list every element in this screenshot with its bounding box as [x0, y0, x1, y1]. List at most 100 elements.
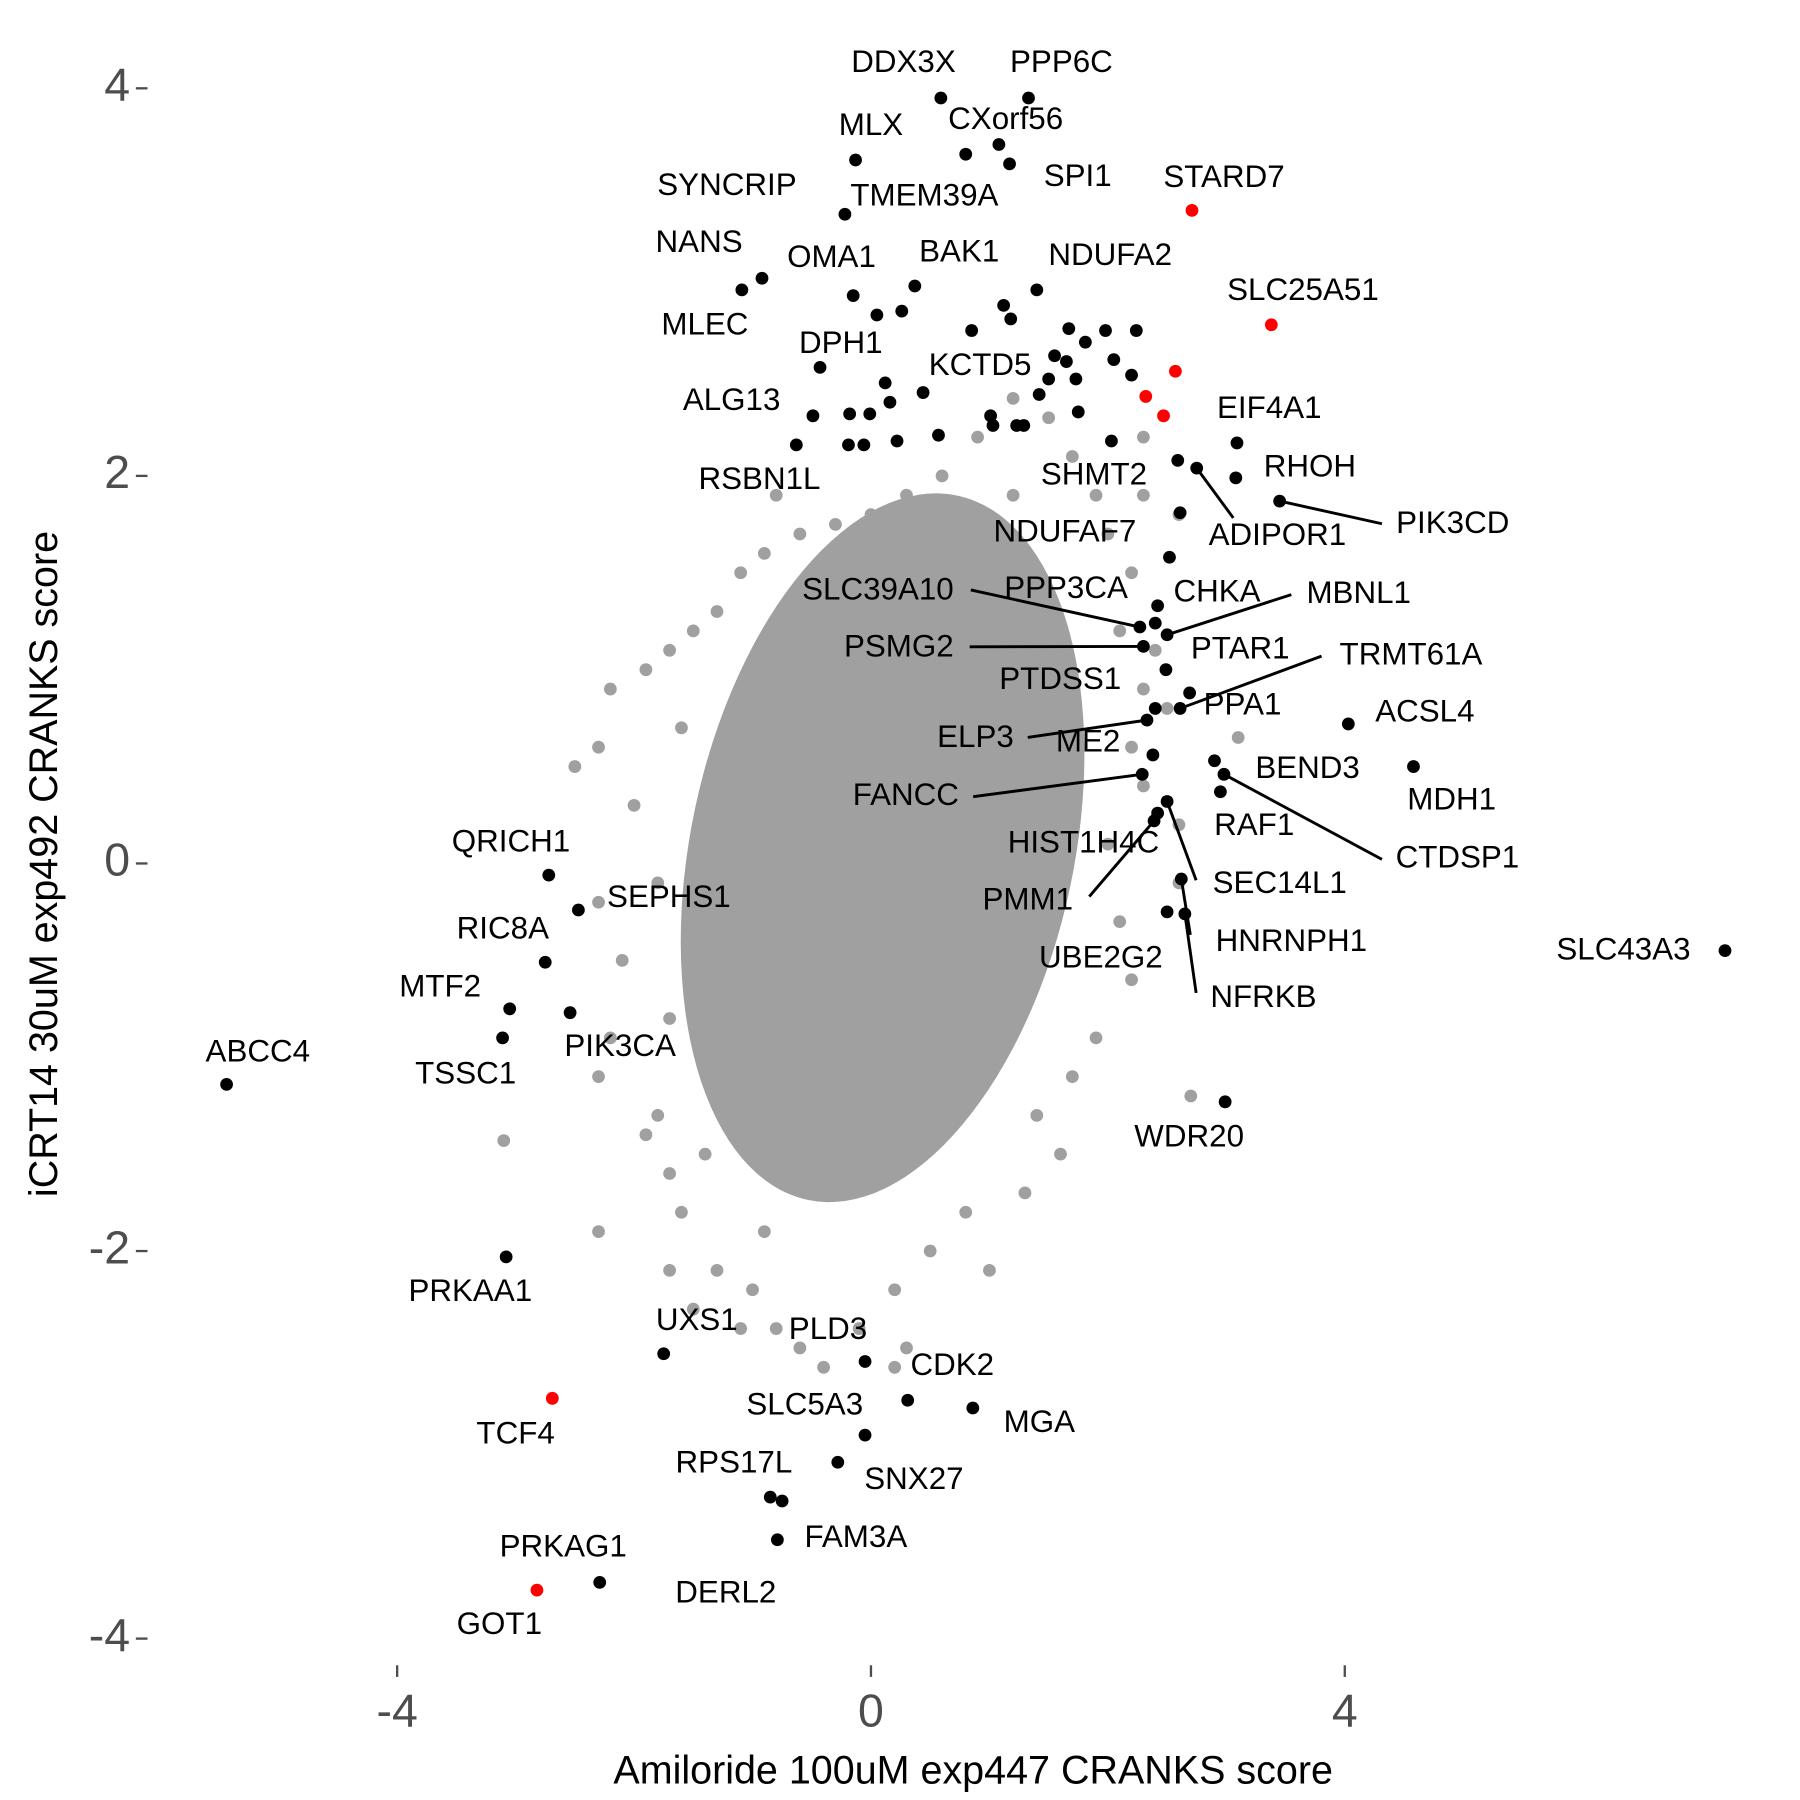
background-point: [651, 876, 665, 890]
point-label: EIF4A1: [1217, 390, 1322, 425]
hit-point: [1146, 748, 1160, 762]
point-label: CDK2: [910, 1347, 994, 1382]
background-point: [663, 643, 676, 657]
background-point: [592, 1070, 605, 1084]
point-label: NDUFA2: [1048, 237, 1172, 272]
background-point: [959, 1205, 973, 1219]
hit-point: [857, 438, 871, 452]
hit-point: [1171, 453, 1185, 467]
point-label: PIK3CD: [1396, 505, 1509, 540]
hit-point: [1004, 312, 1018, 326]
hit-point: [1264, 318, 1278, 332]
background-point: [888, 1360, 902, 1374]
point-label: SPI1: [1044, 158, 1112, 193]
hit-point: [1148, 616, 1162, 630]
background-point: [592, 895, 605, 909]
hit-point: [883, 395, 897, 409]
hit-point: [563, 1006, 577, 1020]
hit-point: [1217, 767, 1231, 781]
background-point: [1137, 430, 1150, 444]
hit-point: [1160, 628, 1174, 642]
hit-point: [542, 868, 556, 882]
background-point: [769, 488, 783, 502]
hit-point: [735, 283, 749, 297]
background-point: [639, 1128, 653, 1142]
hit-point: [863, 407, 877, 421]
background-point: [1148, 643, 1162, 657]
background-point: [663, 1012, 676, 1025]
hit-point: [657, 1347, 671, 1361]
point-label: ELP3: [937, 719, 1014, 754]
hit-point: [838, 207, 852, 221]
background-point: [935, 469, 949, 483]
hit-point: [1160, 905, 1174, 919]
background-point: [592, 1225, 605, 1239]
hit-point: [1718, 944, 1732, 958]
hit-point: [984, 409, 997, 423]
hit-point: [1129, 324, 1143, 337]
background-point: [568, 760, 582, 773]
point-label: PTDSS1: [999, 661, 1121, 696]
background-point: [627, 798, 641, 812]
hit-point: [530, 1583, 544, 1597]
point-label: DDX3X: [851, 44, 956, 79]
background-point: [497, 1134, 511, 1147]
point-label: BAK1: [919, 233, 999, 268]
point-label: PPP3CA: [1004, 570, 1128, 605]
hit-point: [992, 138, 1006, 151]
x-axis-title: Amiloride 100uM exp447 CRANKS score: [613, 1749, 1333, 1793]
hit-point: [849, 153, 862, 167]
background-point: [663, 1167, 676, 1180]
hit-point: [775, 1494, 789, 1508]
hit-point: [1107, 353, 1121, 367]
point-label: MLX: [839, 107, 904, 142]
background-point: [698, 1147, 712, 1161]
hit-point: [858, 1428, 872, 1442]
background-point: [1137, 488, 1150, 502]
point-label: PTAR1: [1191, 631, 1290, 666]
background-point: [1160, 702, 1174, 715]
point-label: HNRNPH1: [1216, 923, 1368, 958]
hit-point: [1022, 91, 1035, 105]
hit-point: [1190, 461, 1204, 475]
hit-point: [1099, 324, 1112, 337]
point-label: FANCC: [853, 777, 959, 812]
point-label: OMA1: [787, 239, 876, 274]
hit-point: [986, 419, 1000, 432]
point-label: PRKAG1: [500, 1528, 627, 1563]
hit-point: [1139, 390, 1153, 403]
hit-point: [1133, 620, 1147, 634]
point-label: TMEM39A: [850, 178, 998, 213]
hit-point: [1151, 599, 1165, 613]
hit-point: [1125, 368, 1138, 382]
hit-point: [1060, 355, 1073, 368]
hit-point: [1230, 436, 1244, 450]
hit-point: [1183, 686, 1196, 700]
leader-line: [970, 588, 1141, 629]
background-point: [734, 1322, 748, 1335]
hit-point: [1071, 405, 1085, 419]
background-point: [769, 1322, 783, 1335]
point-label: RIC8A: [457, 910, 549, 945]
background-point: [746, 1283, 759, 1297]
point-label: ABCC4: [206, 1034, 311, 1069]
background-point: [829, 517, 842, 531]
hit-point: [1062, 322, 1076, 335]
hit-point: [1214, 785, 1227, 799]
background-point: [686, 1302, 700, 1316]
background-point: [757, 547, 771, 560]
background-point: [686, 624, 700, 638]
point-cloud-core: [680, 493, 1085, 1203]
hit-point: [934, 91, 948, 105]
point-label: KCTD5: [929, 347, 1032, 382]
background-point: [615, 953, 629, 967]
background-point: [1125, 740, 1138, 754]
leader-line: [1179, 654, 1323, 710]
hit-point: [813, 360, 827, 374]
hit-point: [959, 147, 973, 161]
point-label: NANS: [656, 224, 743, 259]
hit-point: [1017, 419, 1031, 432]
point-label: ME2: [1056, 724, 1120, 759]
point-label: SLC5A3: [746, 1387, 863, 1422]
point-label: SNX27: [864, 1461, 963, 1496]
